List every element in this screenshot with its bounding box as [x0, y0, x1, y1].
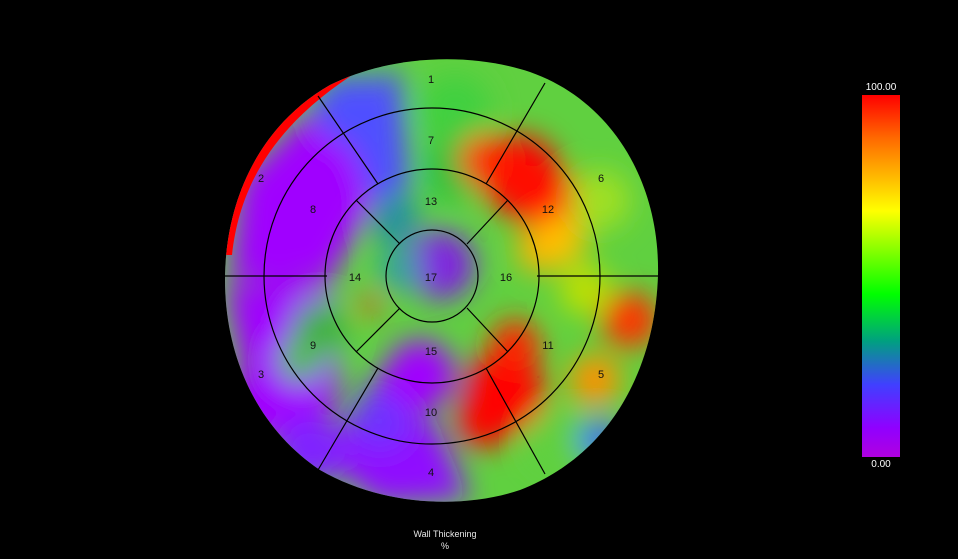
heatmap: [225, 59, 659, 502]
segment-label-12: 12: [542, 204, 554, 216]
segment-label-16: 16: [500, 272, 512, 284]
colorbar-min-label: 0.00: [871, 459, 891, 470]
segment-label-5: 5: [598, 369, 604, 381]
caption-title: Wall Thickening: [413, 529, 477, 539]
segment-label-2: 2: [258, 173, 264, 185]
caption-unit: %: [440, 541, 449, 551]
segment-label-1: 1: [428, 74, 434, 86]
segment-label-11: 11: [542, 340, 553, 352]
segment-labels: 1 2 3 4 5 6 7 8 9 10 11 12 13 14 15 16 1…: [258, 74, 604, 479]
segment-label-8: 8: [310, 204, 316, 216]
segment-label-9: 9: [310, 340, 316, 352]
segment-label-7: 7: [428, 135, 434, 147]
segment-label-4: 4: [428, 467, 434, 479]
segment-label-13: 13: [425, 196, 437, 208]
segment-label-3: 3: [258, 369, 264, 381]
segment-grid: [225, 82, 658, 475]
segment-label-10: 10: [425, 407, 437, 419]
segment-label-15: 15: [425, 346, 437, 358]
segment-label-17: 17: [425, 272, 437, 284]
segment-label-6: 6: [598, 173, 604, 185]
colorbar: [862, 95, 900, 457]
segment-label-14: 14: [349, 272, 361, 284]
colorbar-max-label: 100.00: [865, 82, 897, 93]
